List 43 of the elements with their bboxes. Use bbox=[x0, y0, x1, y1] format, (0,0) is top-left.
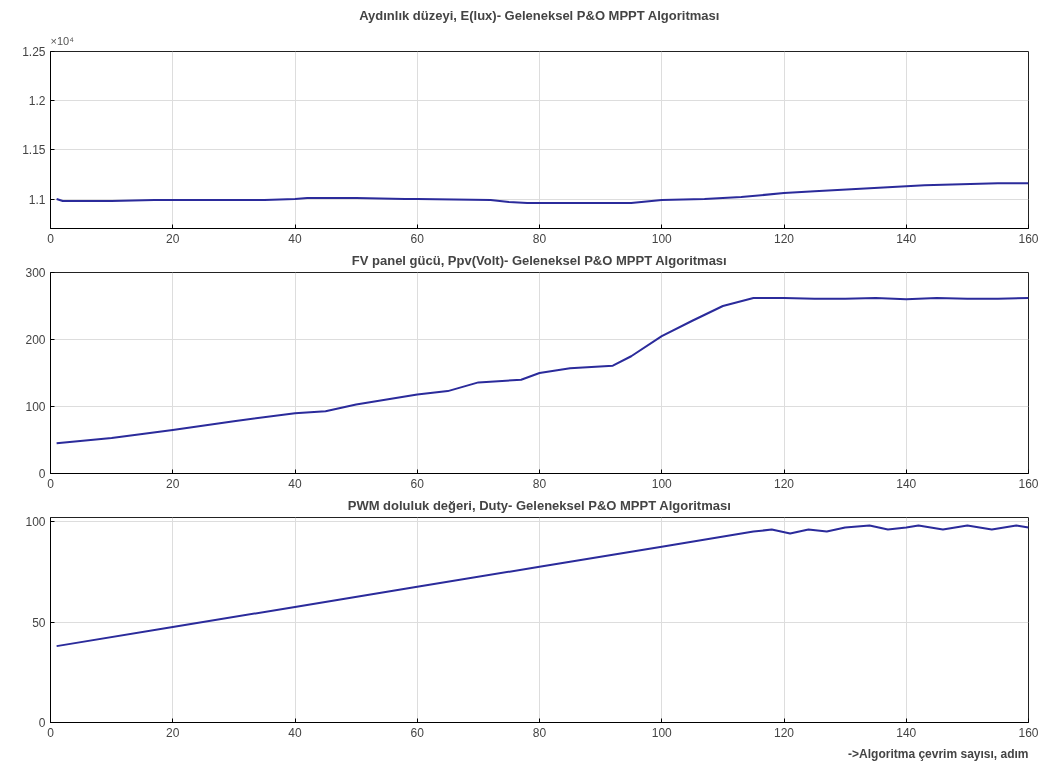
y-tick-label: 1.15 bbox=[22, 143, 46, 158]
y-tick-label: 1.1 bbox=[28, 192, 46, 207]
y-tick-label: 1.2 bbox=[28, 94, 46, 109]
x-tick-label: 80 bbox=[532, 231, 547, 246]
text: ×10⁴ bbox=[50, 34, 75, 47]
x-tick-label: 60 bbox=[410, 476, 425, 491]
x-tick-label: 40 bbox=[288, 231, 302, 246]
line-series bbox=[55, 524, 1029, 648]
y-tick-label: 200 bbox=[25, 333, 46, 347]
chart-title: Aydınlık düzeyi, E(lux)- Geleneksel P&O MPPT Algoritması bbox=[359, 7, 720, 23]
x-tick-label: 140 bbox=[896, 231, 917, 246]
x-tick-label: 160 bbox=[1018, 231, 1039, 246]
x-tick-label: 60 bbox=[410, 231, 425, 246]
y-tick-label: 300 bbox=[25, 266, 46, 280]
x-tick-label: 20 bbox=[166, 231, 180, 246]
x-tick-label: 140 bbox=[896, 725, 917, 740]
x-tick-label: 40 bbox=[288, 476, 302, 491]
x-tick-label: 20 bbox=[166, 725, 180, 740]
line-series bbox=[55, 182, 1029, 204]
x-tick-label: 60 bbox=[410, 725, 425, 740]
x-tick-label: 20 bbox=[166, 476, 180, 491]
y-tick-label: 0 bbox=[38, 467, 46, 481]
x-axis-title: ->Algoritma çevrim sayısı, adım bbox=[848, 746, 1029, 761]
x-tick-label: 160 bbox=[1018, 476, 1039, 491]
y-tick-label: 50 bbox=[32, 615, 46, 630]
x-tick-label: 120 bbox=[773, 476, 795, 491]
x-tick-label: 100 bbox=[651, 725, 673, 740]
x-tick-label: 100 bbox=[651, 476, 673, 491]
chart-title: FV panel gücü, Ppv(Volt)- Geleneksel P&O MPPT Algoritması bbox=[351, 252, 727, 268]
x-tick-label: 80 bbox=[532, 476, 547, 491]
x-tick-label: 120 bbox=[773, 231, 795, 246]
x-tick-label: 40 bbox=[288, 725, 302, 740]
x-tick-label: 80 bbox=[532, 725, 547, 740]
x-tick-label: 160 bbox=[1018, 725, 1039, 740]
chart-title: PWM doluluk değeri, Duty- Geleneksel P&O MPPT Algoritması bbox=[347, 497, 731, 513]
y-tick-label: 0 bbox=[38, 716, 46, 730]
x-tick-label: 140 bbox=[896, 476, 917, 491]
line-series bbox=[55, 296, 1029, 445]
y-tick-label: 100 bbox=[25, 515, 46, 530]
y-tick-label: 100 bbox=[25, 400, 46, 414]
x-tick-label: 100 bbox=[651, 231, 673, 246]
x-tick-label: 120 bbox=[773, 725, 795, 740]
y-tick-label: 1.25 bbox=[22, 45, 46, 59]
